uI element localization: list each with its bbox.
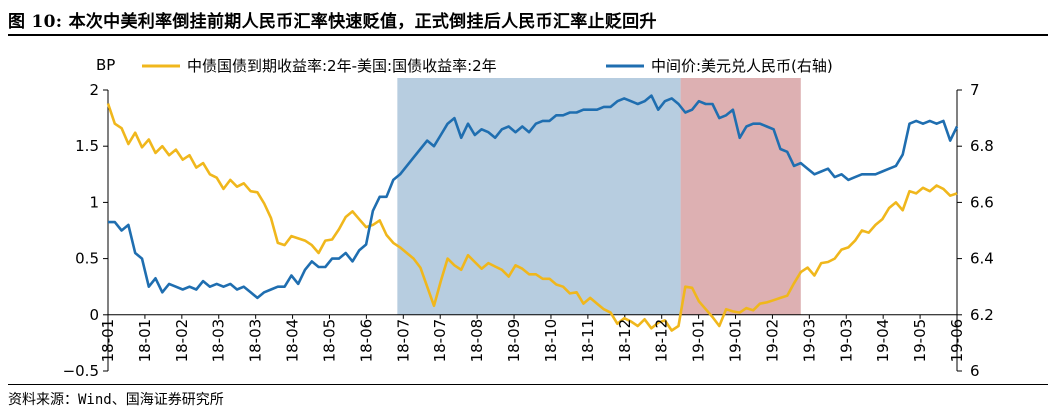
left-tick-label: 0.5: [75, 250, 99, 268]
x-tick-label: 18-08: [468, 319, 486, 363]
x-tick-label: 19-04: [874, 319, 892, 363]
left-tick-label: 1.5: [75, 137, 99, 155]
x-tick-label: 19-02: [763, 319, 781, 363]
x-tick-label: 18-12: [616, 319, 634, 363]
left-tick-label: 0: [89, 306, 99, 324]
x-tick-label: 18-02: [173, 319, 191, 363]
legend-label-1: 中债国债到期收益率:2年-美国:国债收益率:2年: [187, 57, 497, 75]
x-tick-label: 19-06: [948, 319, 966, 363]
series-lines: [106, 94, 959, 332]
x-tick-label: 18-01: [99, 319, 117, 363]
legend: 中债国债到期收益率:2年-美国:国债收益率:2年 中间价:美元兑人民币(右轴): [142, 57, 833, 75]
x-tick-label: 19-01: [690, 319, 708, 363]
x-tick-label: 18-04: [284, 319, 302, 363]
right-tick-label: 7: [970, 81, 980, 99]
left-tick-label: 1: [89, 193, 99, 211]
x-tick-label: 18-05: [320, 319, 338, 363]
tick-labels: 2 1.5 1 0.5 0 −0.5 BP 7 6.8 6.6 6.4 6.2 6 18-01 18-01 1…: [63, 56, 994, 380]
axes: [103, 89, 962, 372]
right-tick-label: 6.4: [970, 250, 994, 268]
right-tick-label: 6.2: [970, 306, 994, 324]
x-tick-label: 18-03: [247, 319, 265, 363]
x-tick-label: 18-03: [210, 319, 228, 363]
right-tick-label: 6: [970, 362, 980, 380]
x-tick-label: 18-09: [505, 319, 523, 363]
legend-label-2: 中间价:美元兑人民币(右轴): [651, 57, 833, 75]
x-tick-label: 18-10: [542, 319, 560, 363]
x-tick-label: 19-03: [837, 319, 855, 363]
x-tick-label: 18-07: [394, 319, 412, 363]
series-line-2: [108, 94, 959, 300]
x-tick-label: 19-05: [911, 319, 929, 363]
title-rule: [8, 34, 1048, 36]
source-note: 资料来源：Wind、国海证券研究所: [8, 392, 224, 408]
left-tick-label: 2: [89, 81, 99, 99]
x-tick-label: 18-12: [653, 319, 671, 363]
figure-title: 图 10: 本次中美利率倒挂前期人民币汇率快速贬值，正式倒挂后人民币汇率止贬回升: [8, 12, 657, 32]
shaded-regions: [397, 78, 801, 315]
x-tick-label: 18-07: [431, 319, 449, 363]
x-tick-label: 19-01: [727, 319, 745, 363]
right-tick-label: 6.8: [970, 137, 994, 155]
shaded-region-1: [397, 78, 681, 315]
source-rule: [8, 384, 1048, 385]
x-tick-label: 19-03: [800, 319, 818, 363]
series-line-1: [106, 103, 958, 332]
right-tick-label: 6.6: [970, 193, 994, 211]
left-axis-unit: BP: [96, 56, 115, 74]
shaded-region-2: [680, 78, 801, 315]
x-tick-label: 18-11: [579, 319, 597, 363]
x-tick-label: 18-06: [357, 319, 375, 363]
left-tick-label: −0.5: [63, 362, 99, 380]
x-tick-label: 18-01: [136, 319, 154, 363]
